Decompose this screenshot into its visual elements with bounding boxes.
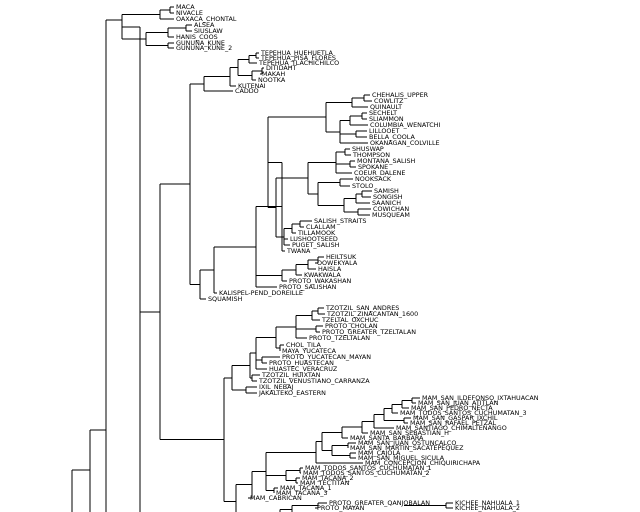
leaf-label: PROTO_TZELTALAN [309, 334, 370, 342]
leaf-label: PROTO_YUCATECAN_MAYAN [282, 353, 371, 361]
leaf-label: MAM_SAN_JUAN_ATITLAN [418, 399, 499, 407]
leaf-label: COEUR_DALENE [354, 169, 405, 177]
leaf-label: SECHELT [369, 109, 397, 117]
leaf-label: MAM_CAJOLA [358, 449, 401, 457]
leaf-label: BELLA_COOLA [369, 133, 415, 141]
leaf-label: KICHEE_NAHUALA_1 [455, 499, 520, 507]
leaf-label: MONTANA_SALISH [357, 157, 415, 165]
leaf-label: PROTO_GREATER_QANJOBALAN [329, 499, 430, 507]
leaf-label: TZOTZIL_HUIXTAN [261, 371, 321, 379]
leaf-label: MAM_TODOS_SANTOS_CUCHUMATAN_3 [400, 409, 527, 417]
leaf-label: THOMPSON [352, 151, 390, 159]
leaf-label: SAANICH [372, 199, 401, 207]
leaf-label: COLUMBIA_WENATCHI [370, 121, 441, 129]
leaf-label: TZOTZIL_VENUSTIANO_CARRANZA [258, 377, 370, 385]
leaf-label: MAM_TACANA_2 [302, 474, 354, 482]
leaf-label: PROTO_SALISHAN [279, 283, 337, 291]
leaf-label: SALISH_STRAITS [314, 217, 366, 225]
leaf-label: MAM_TODOS_SANTOS_CUCHUMATAN_2 [303, 469, 430, 477]
leaf-label: KALISPEL-PEND_DOREILLE [219, 289, 303, 297]
leaf-label: LILLOOET [369, 127, 399, 135]
leaf-label: HAISLA [318, 265, 342, 273]
leaf-label: MAM_CONCEPCION_CHIQUIRICHAPA [365, 459, 481, 467]
leaf-label: SHUSWAP [352, 145, 384, 153]
leaf-label: TZOTZIL_ZINACANTAN_1600 [326, 310, 418, 318]
leaf-label: NIVACLE [176, 9, 203, 17]
leaf-label: TZELTAL_OXCHUC [321, 316, 379, 324]
leaf-label: SAMISH [374, 187, 399, 195]
leaf-label: CLALLAM [306, 223, 336, 231]
leaf-label: LUSHOOTSEED [290, 235, 338, 243]
leaf-label: NOOTKA [258, 76, 286, 84]
leaf-label: MAYA_YUCATECA [282, 347, 337, 355]
leaf-label: TZOTZIL_SAN_ANDRES [325, 304, 399, 312]
leaf-label: HANIS_COOS [176, 33, 218, 41]
leaf-label: COWICHAN [373, 205, 409, 213]
leaf-label: KICHEE_NAHUALA_2 [455, 504, 520, 512]
leaf-label: MAM_SANTIAGO_CHIMALTENANGO [396, 424, 507, 432]
leaf-label: MAM_SAN_MIGUEL_SICULA [358, 454, 445, 462]
leaf-label: PROTO_MAYAN [317, 504, 365, 512]
leaf-label: PROTO_HUASTECAN [269, 359, 334, 367]
leaf-label: MAM_TACANA_1 [280, 484, 332, 492]
leaf-label: TEPEHUA_PISA_FLORES [260, 54, 336, 62]
leaf-label: CHOL_TILA [286, 341, 322, 349]
leaf-label: TWANA [286, 247, 311, 255]
leaf-label: MAKAH [262, 70, 285, 78]
leaf-label: IXIL_NEBAJ [259, 383, 293, 391]
leaf-label: MAM_SANTA_BARBARA [350, 434, 424, 442]
leaf-label: GUNUNA_KUNE_2 [176, 44, 232, 52]
leaf-label: CHEHALIS_UPPER [372, 91, 429, 99]
leaf-label: HUASTEC_VERACRUZ [269, 365, 338, 373]
leaf-label: OKANAGAN_COLVILLE [370, 139, 440, 147]
leaf-label: CADDO [235, 87, 259, 95]
leaf-label: DITIDAHT [266, 64, 297, 72]
leaf-label: MAM_TECTITAN [300, 479, 350, 487]
leaf-label: MAM_SAN_ILDEFONSO_IXTAHUACAN [422, 394, 539, 402]
leaf-label: MAM_TODOS_SANTOS_CUCHUMATAN_1 [305, 464, 432, 472]
leaf-label: COWLITZ [374, 97, 404, 105]
leaf-label: MUSQUEAM [372, 211, 410, 219]
leaf-label: ALSEA [194, 21, 215, 29]
leaf-label: MAM_SAN_RAFAEL_PETZAL [410, 419, 496, 427]
leaf-label: MAM_SAN_JUAN_OSTUNCALCO [358, 439, 456, 447]
leaf-label: TEPEHUA_HUEHUETLA [260, 49, 334, 57]
leaf-label: SLIAMMON [369, 115, 404, 123]
leaf-label: MAM_CABRICAN [250, 494, 302, 502]
leaf-label: SONGISH [373, 193, 403, 201]
leaf-label: GUNUNA_KUNE [176, 39, 225, 47]
leaf-label: PROTO_GREATER_TZELTALAN [322, 328, 416, 336]
leaf-label: PUGET_SALISH [292, 241, 340, 249]
leaf-label: PROTO_WAKASHAN [289, 277, 351, 285]
leaf-label: QUINAULT [370, 103, 402, 111]
leaf-label: HEILTSUK [326, 253, 357, 261]
leaf-label: PROTO_CHOLAN [325, 322, 378, 330]
leaf-label: TILLAMOOK [297, 229, 336, 237]
leaf-label: MAM_SAN_PEDRO_NECTA [411, 404, 493, 412]
leaf-label: SPOKANE [358, 163, 388, 171]
leaf-label: MAM_TACANA_3 [276, 489, 328, 497]
leaf-label: MAM_SAN_MARTIN_SACATEPEQUEZ [350, 444, 464, 452]
leaf-label: STOLO [352, 182, 373, 190]
leaf-label: SIUSLAW [194, 27, 223, 35]
leaf-label: OOWEKYALA [317, 259, 358, 267]
leaf-label: KWAKWALA [304, 271, 341, 279]
leaf-label: OAXACA_CHONTAL [176, 15, 237, 23]
leaf-label: KUTENAI [238, 82, 266, 90]
leaf-label: NOOKSACK [355, 175, 392, 183]
leaf-label: JAKALTEKO_EASTERN [258, 389, 326, 397]
leaf-label: MAM_SAN_SEBASTIAN_H [370, 429, 449, 437]
leaf-label: TEPEHUA_TLACHICHILCO [258, 59, 339, 67]
leaf-label: MAM_SAN_GASPAR_IXCHIL [413, 414, 498, 422]
leaf-label: SQUAMISH [208, 295, 243, 303]
leaf-label: MACA [176, 3, 195, 11]
